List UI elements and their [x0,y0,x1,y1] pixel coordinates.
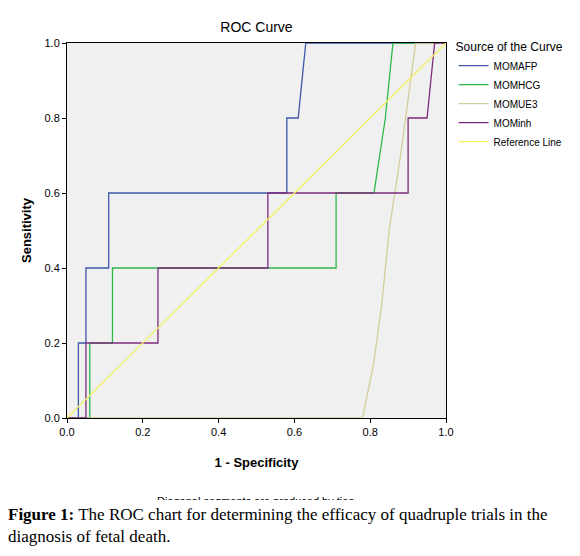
svg-text:ROC Curve: ROC Curve [220,19,293,35]
svg-text:Source of the Curve: Source of the Curve [456,40,563,54]
svg-text:0.6: 0.6 [287,426,302,438]
svg-text:0.8: 0.8 [45,112,60,124]
svg-text:1 - Specificity: 1 - Specificity [215,455,300,470]
html-text:Figure 1: The ROC chart for de: Figure 1: The ROC chart for determining … [8,505,548,546]
svg-text:1.0: 1.0 [45,37,60,49]
svg-text:0.0: 0.0 [45,412,60,424]
svg-text:MOMHCG: MOMHCG [494,80,541,91]
svg-text:0.2: 0.2 [45,337,60,349]
svg-text:0.4: 0.4 [45,262,60,274]
svg-text:1.0: 1.0 [438,426,453,438]
svg-text:0.8: 0.8 [363,426,378,438]
svg-text:Reference Line: Reference Line [494,137,562,148]
svg-text:MOMinh: MOMinh [494,118,532,129]
svg-text:MOMUE3: MOMUE3 [494,99,538,110]
svg-text:MOMAFP: MOMAFP [494,61,538,72]
svg-text:0.6: 0.6 [45,187,60,199]
svg-text:0.0: 0.0 [59,426,74,438]
svg-text:Diagonal segments are produced: Diagonal segments are produced by ties. [157,495,357,500]
svg-text:Sensitivity: Sensitivity [19,197,34,263]
svg-text:0.2: 0.2 [135,426,150,438]
svg-text:0.4: 0.4 [211,426,226,438]
